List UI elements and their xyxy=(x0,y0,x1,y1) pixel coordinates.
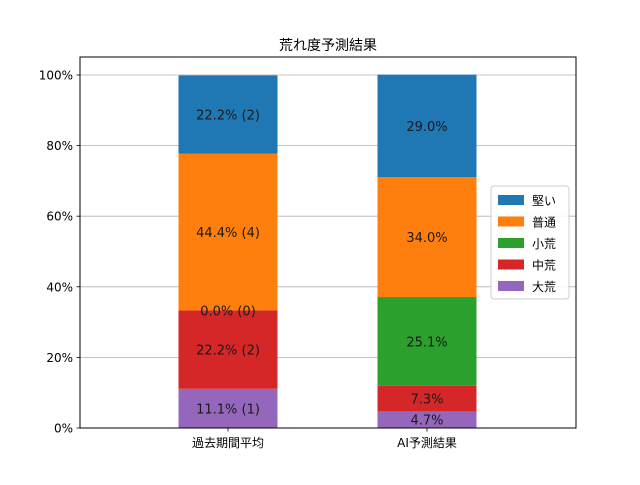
x-axis: 過去期間平均 AI予測結果 xyxy=(192,428,457,450)
bar-segment xyxy=(178,75,278,154)
bars xyxy=(178,74,477,428)
data-label: 0.0% (0) xyxy=(200,304,256,319)
y-tick-label: 40% xyxy=(46,280,73,294)
y-tick-label: 20% xyxy=(46,351,73,365)
data-label: 29.0% xyxy=(406,120,447,135)
bar-segment xyxy=(377,74,477,178)
y-tick-label: 60% xyxy=(46,210,73,224)
bar-segment xyxy=(178,388,278,428)
y-axis: 0% 20% 40% 60% 80% 100% xyxy=(39,69,80,436)
bar-segment xyxy=(377,297,477,386)
bar-segment xyxy=(377,411,477,428)
y-tick-label: 80% xyxy=(46,139,73,153)
data-label: 25.1% xyxy=(406,335,447,350)
legend-swatch xyxy=(498,216,524,227)
bar-segment xyxy=(377,385,477,412)
data-labels: 11.1% (1) 22.2% (2) 0.0% (0) 44.4% (4) 22.2%… xyxy=(196,109,448,429)
data-label: 34.0% xyxy=(406,231,447,246)
y-tick-label: 0% xyxy=(54,422,73,436)
chart-title: 荒れ度予測結果 xyxy=(279,38,377,54)
legend-swatch xyxy=(498,259,524,270)
data-label: 22.2% (2) xyxy=(196,109,260,124)
legend-label: 大荒 xyxy=(532,280,556,294)
bar-segment xyxy=(178,310,278,389)
bar-segment xyxy=(178,153,278,311)
legend-label: 小荒 xyxy=(532,237,556,251)
legend-label: 普通 xyxy=(532,216,556,230)
legend-box xyxy=(490,185,570,300)
x-tick-label: AI予測結果 xyxy=(397,436,457,450)
legend-swatch xyxy=(498,281,524,291)
data-label: 22.2% (2) xyxy=(196,344,260,359)
data-label: 7.3% xyxy=(410,393,443,408)
x-tick-label: 過去期間平均 xyxy=(192,436,264,450)
legend-swatch xyxy=(498,195,524,205)
data-label: 4.7% xyxy=(410,414,443,429)
plot-frame xyxy=(79,56,577,429)
legend-swatch xyxy=(498,238,524,248)
data-label: 11.1% (1) xyxy=(196,402,260,417)
bar-segment xyxy=(377,177,477,298)
y-tick-label: 100% xyxy=(39,69,73,83)
legend-label: 中荒 xyxy=(532,258,556,273)
legend-label: 堅い xyxy=(532,194,556,208)
data-label: 44.4% (4) xyxy=(196,226,260,241)
